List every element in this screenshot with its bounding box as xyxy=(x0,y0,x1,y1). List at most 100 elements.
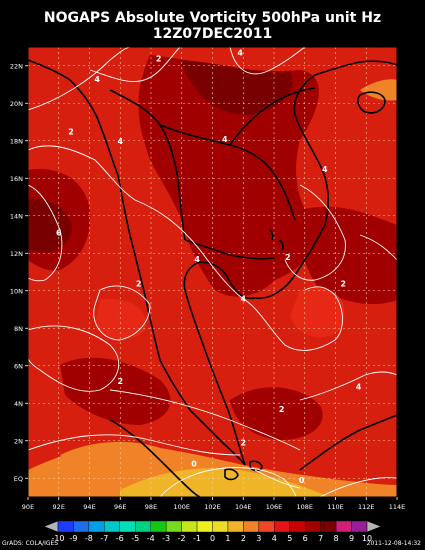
field-region-bright xyxy=(290,287,345,338)
colorbar-swatch xyxy=(150,520,167,533)
contour-label: 4 xyxy=(222,135,228,144)
latitude-axis: EQ 2N 4N 6N 8N 10N 12N 14N 16N 18N 20N 22N xyxy=(10,62,28,483)
lon-tick-label: 102E xyxy=(204,503,221,511)
colorbar-label: 5 xyxy=(287,534,292,543)
colorbar-swatch xyxy=(88,520,105,533)
coastline-segment xyxy=(254,60,397,300)
contour-label: 4 xyxy=(117,137,123,146)
colorbar-label: 4 xyxy=(272,534,277,543)
colorbar-swatch xyxy=(320,520,337,533)
colorbar-label: -5 xyxy=(131,534,139,543)
colorbar-label: -6 xyxy=(116,534,124,543)
colorbar-swatch xyxy=(73,520,90,533)
contour-line xyxy=(244,286,343,351)
lon-tick-label: 90E xyxy=(22,503,34,511)
colorbar-label: -2 xyxy=(178,534,186,543)
contour-label: 0 xyxy=(299,476,305,485)
colorbar-label: -3 xyxy=(162,534,170,543)
colorbar-label: 2 xyxy=(241,534,246,543)
contour-label: 2 xyxy=(340,279,346,288)
contour-label: 2 xyxy=(240,439,246,448)
colorbar-label: 6 xyxy=(303,534,308,543)
colorbar-swatch xyxy=(181,520,198,533)
colorbar-label: 1 xyxy=(225,534,230,543)
footer-timestamp: 2011-12-08-14:32 xyxy=(366,540,421,547)
field-region-dark xyxy=(298,206,397,305)
colorbar: -10 -9 -8 -7 -6 -5 -4 -3 -2 -1 0 1 2 3 4 5 6 7 8 9 10 xyxy=(43,520,382,543)
contour-line xyxy=(28,145,136,201)
lat-tick-label: 20N xyxy=(10,100,23,108)
contour-label: 4 xyxy=(356,382,362,391)
colorbar-swatch xyxy=(135,520,151,533)
footer-credit: GrADS: COLA/IGES xyxy=(2,540,59,547)
contour-label: 2 xyxy=(285,253,291,262)
lat-tick-label: 8N xyxy=(14,325,23,333)
lon-tick-label: 108E xyxy=(296,503,313,511)
contour-label: 4 xyxy=(240,294,246,303)
lon-tick-label: 96E xyxy=(114,503,126,511)
colorbar-high-arrow xyxy=(366,520,382,533)
colorbar-swatch xyxy=(212,520,229,533)
colorbar-label: -9 xyxy=(69,534,77,543)
field-region-light-orange xyxy=(120,468,330,497)
colorbar-label: 10 xyxy=(362,534,372,543)
contour-line xyxy=(109,389,301,451)
contour-label: 6 xyxy=(56,229,62,238)
lon-tick-label: 110E xyxy=(327,503,344,511)
colorbar-swatch xyxy=(119,520,136,533)
coastline-segment xyxy=(159,124,296,221)
contour-lines xyxy=(28,47,397,497)
contour-label: 2 xyxy=(156,54,162,63)
contour-line xyxy=(159,467,297,497)
field-region-dark xyxy=(60,357,171,425)
contour-label: 2 xyxy=(136,279,142,288)
lat-tick-label: 4N xyxy=(14,400,23,408)
lat-tick-label: 2N xyxy=(14,437,23,445)
lat-tick-label: 6N xyxy=(14,362,23,370)
contour-line xyxy=(28,434,241,456)
coastline-segment xyxy=(184,239,276,260)
contour-line xyxy=(229,47,306,75)
colorbar-swatch xyxy=(57,520,74,533)
contour-label: 4 xyxy=(194,255,200,264)
colorbar-swatch xyxy=(165,520,182,533)
lon-tick-label: 114E xyxy=(389,503,406,511)
lat-tick-label: 22N xyxy=(10,62,23,70)
contour-label: 4 xyxy=(322,165,328,174)
colorbar-swatch xyxy=(274,520,290,533)
field-region-orange xyxy=(60,441,160,469)
field-region-bright xyxy=(95,299,146,340)
coastline-segment xyxy=(357,91,386,114)
coastline-segment xyxy=(229,87,316,146)
colorbar-swatch xyxy=(243,520,260,533)
colorbar-label: -1 xyxy=(193,534,201,543)
field-region-dark xyxy=(230,387,323,440)
coastline-segment xyxy=(299,414,397,471)
lon-tick-label: 100E xyxy=(173,503,190,511)
map-title: NOGAPS Absolute Vorticity 500hPa unit Hz xyxy=(43,10,382,26)
coastline-segment xyxy=(183,261,256,466)
lon-tick-label: 112E xyxy=(358,503,375,511)
coastline-segment xyxy=(28,59,161,361)
coastline-segment xyxy=(224,468,239,481)
contour-line xyxy=(299,371,397,401)
longitude-axis: 90E 92E 94E 96E 98E 100E 102E 104E 106E 108E 110E 1… xyxy=(22,497,405,511)
coastline-segment xyxy=(109,89,186,241)
colorbar-label: 7 xyxy=(318,534,323,543)
field-region-darker xyxy=(28,198,72,253)
lat-tick-label: 10N xyxy=(10,287,23,295)
contour-line xyxy=(134,199,246,301)
coastline-segment xyxy=(109,419,201,497)
contour-line xyxy=(28,184,63,282)
colorbar-swatch xyxy=(305,520,321,533)
colorbar-label: 9 xyxy=(349,534,354,543)
colorbar-swatch xyxy=(258,520,275,533)
colorbar-label: 8 xyxy=(334,534,339,543)
colorbar-swatch xyxy=(351,520,368,533)
contour-label: 2 xyxy=(279,405,285,414)
colorbar-label: -8 xyxy=(85,534,93,543)
contour-line xyxy=(284,184,346,281)
colorbar-swatch xyxy=(104,520,120,533)
contour-line xyxy=(28,47,131,111)
